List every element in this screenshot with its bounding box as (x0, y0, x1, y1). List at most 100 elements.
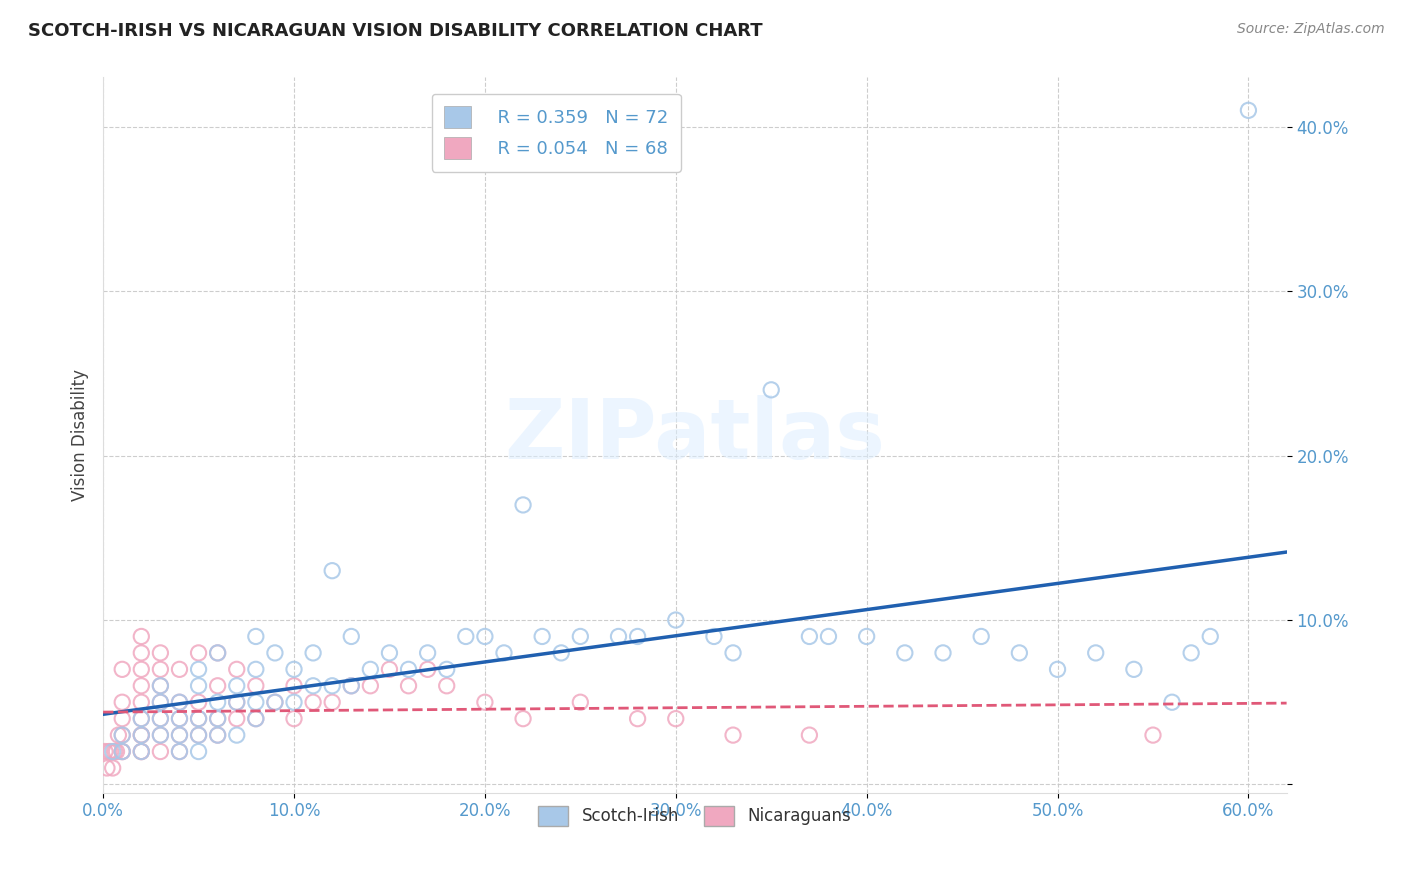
Point (626, 712, 648, 726)
Point (225, 695, 247, 709)
Point (283, 695, 305, 709)
Point (111, 662, 134, 676)
Y-axis label: Vision Disability: Vision Disability (72, 369, 89, 501)
Point (245, 695, 267, 709)
Point (169, 695, 191, 709)
Point (1008, 646, 1031, 660)
Point (131, 745, 153, 759)
Point (245, 712, 267, 726)
Point (340, 679, 363, 693)
Point (665, 613, 688, 627)
Point (131, 728, 153, 742)
Point (107, 728, 129, 742)
Point (264, 646, 287, 660)
Point (149, 712, 172, 726)
Point (187, 745, 209, 759)
Point (169, 745, 191, 759)
Point (436, 679, 458, 693)
Point (131, 728, 153, 742)
Point (187, 679, 209, 693)
Point (302, 679, 325, 693)
Point (264, 695, 287, 709)
Legend: Scotch-Irish, Nicaraguans: Scotch-Irish, Nicaraguans (530, 797, 859, 834)
Point (207, 712, 229, 726)
Point (245, 662, 267, 676)
Point (131, 662, 153, 676)
Point (187, 728, 209, 742)
Point (321, 679, 343, 693)
Point (169, 728, 191, 742)
Point (149, 728, 172, 742)
Point (169, 695, 191, 709)
Point (474, 630, 496, 644)
Point (817, 630, 839, 644)
Point (550, 646, 572, 660)
Text: Source: ZipAtlas.com: Source: ZipAtlas.com (1237, 22, 1385, 37)
Point (131, 630, 153, 644)
Point (131, 679, 153, 693)
Point (149, 745, 172, 759)
Point (283, 712, 305, 726)
Point (703, 630, 725, 644)
Point (187, 712, 209, 726)
Point (169, 712, 191, 726)
Point (761, 383, 783, 397)
Point (245, 630, 267, 644)
Point (932, 646, 955, 660)
Point (207, 646, 229, 660)
Point (416, 646, 439, 660)
Point (1161, 695, 1184, 709)
Point (283, 679, 305, 693)
Point (187, 646, 209, 660)
Point (94, 745, 117, 759)
Point (721, 728, 744, 742)
Point (111, 745, 134, 759)
Text: ZIPatlas: ZIPatlas (505, 394, 886, 475)
Point (512, 712, 534, 726)
Point (245, 679, 267, 693)
Point (264, 695, 287, 709)
Point (187, 695, 209, 709)
Point (149, 695, 172, 709)
Point (187, 728, 209, 742)
Point (665, 712, 688, 726)
Point (416, 662, 439, 676)
Point (131, 712, 153, 726)
Point (169, 745, 191, 759)
Point (894, 646, 917, 660)
Point (321, 695, 343, 709)
Point (131, 646, 153, 660)
Point (101, 761, 124, 775)
Point (340, 630, 363, 644)
Text: SCOTCH-IRISH VS NICARAGUAN VISION DISABILITY CORRELATION CHART: SCOTCH-IRISH VS NICARAGUAN VISION DISABI… (28, 22, 762, 40)
Point (131, 695, 153, 709)
Point (207, 695, 229, 709)
Point (111, 745, 134, 759)
Point (378, 662, 401, 676)
Point (169, 728, 191, 742)
Point (799, 728, 821, 742)
Point (100, 745, 122, 759)
Point (149, 679, 172, 693)
Point (225, 679, 247, 693)
Point (378, 646, 401, 660)
Point (131, 745, 153, 759)
Point (131, 712, 153, 726)
Point (721, 646, 744, 660)
Point (970, 630, 993, 644)
Point (512, 498, 534, 512)
Point (225, 662, 247, 676)
Point (607, 630, 630, 644)
Point (436, 662, 458, 676)
Point (169, 662, 191, 676)
Point (111, 728, 134, 742)
Point (225, 695, 247, 709)
Point (1237, 103, 1260, 118)
Point (359, 679, 381, 693)
Point (225, 712, 247, 726)
Point (207, 646, 229, 660)
Point (131, 728, 153, 742)
Point (103, 745, 125, 759)
Point (302, 695, 325, 709)
Point (207, 679, 229, 693)
